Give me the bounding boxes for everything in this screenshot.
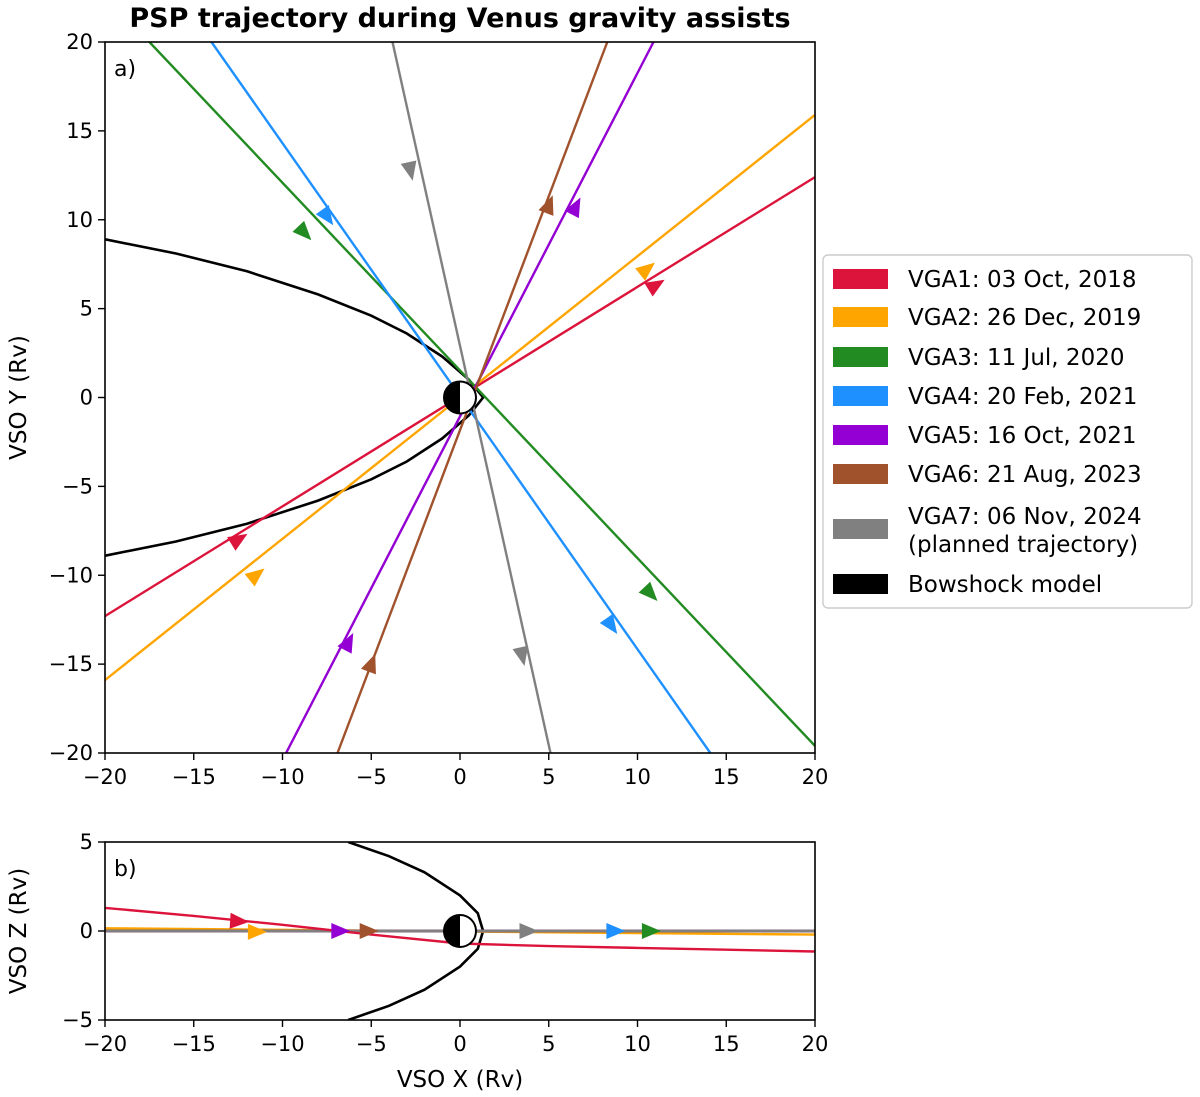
vga1-direction-arrow-icon [227,533,248,551]
legend-item: VGA1: 03 Oct, 2018 [833,267,1136,293]
legend-label: VGA7: 06 Nov, 2024 [908,504,1142,530]
x-tick-label: −15 [172,1032,216,1056]
legend-swatch [833,574,888,594]
vga7-direction-arrow-icon [400,160,417,181]
legend-label: VGA2: 26 Dec, 2019 [908,305,1141,331]
legend-swatch [833,464,888,484]
vga3-trajectory-line [148,42,815,747]
x-tick-label: 20 [802,1032,829,1056]
legend-swatch [833,386,888,406]
x-tick-label: −5 [356,765,387,789]
x-tick-label: −20 [83,765,127,789]
vga5-direction-arrow-icon [564,197,581,219]
y-axis-label: VSO Y (Rv) [6,335,32,460]
y-tick-label: −5 [62,474,93,498]
legend-label: Bowshock model [908,572,1102,598]
legend-label-sub: (planned trajectory) [908,532,1138,558]
legend-item: VGA3: 11 Jul, 2020 [833,345,1124,371]
vga6-direction-arrow-icon [360,653,376,675]
vga3-direction-arrow-icon [638,581,658,601]
x-tick-label: −5 [356,1032,387,1056]
venus-half-shaded-circle-icon [443,380,477,415]
chart-title: PSP trajectory during Venus gravity assi… [129,3,790,34]
vga6-direction-arrow-icon [538,195,554,216]
legend-item: VGA6: 21 Aug, 2023 [833,462,1142,488]
vga7-direction-arrow-icon [512,645,529,666]
vga1-direction-arrow-icon [229,912,250,929]
x-tick-label: −20 [83,1032,127,1056]
legend-frame [822,254,1193,609]
x-tick-label: −10 [260,1032,304,1056]
y-tick-label: 10 [66,208,93,232]
x-tick-label: 5 [542,765,555,789]
y-tick-label: 0 [80,919,93,943]
x-tick-label: 5 [542,1032,555,1056]
x-tick-label: 0 [453,1032,466,1056]
panel-label: a) [114,57,136,82]
legend-swatch [833,347,888,367]
vga2-direction-arrow-icon [244,568,265,587]
x-tick-label: −15 [172,765,216,789]
y-tick-label: −20 [49,741,93,765]
x-tick-label: 10 [624,765,651,789]
legend-item: VGA7: 06 Nov, 2024(planned trajectory) [833,504,1142,558]
vga7-direction-arrow-icon [519,923,539,939]
legend-label: VGA3: 11 Jul, 2020 [908,345,1124,371]
panel-a-plot: −20 −15 −10 −5 0 5 10 15 20 −20 −15 −10 −5 0 5 10 15 20 a)… [6,30,828,789]
x-tick-label: 10 [624,1032,651,1056]
x-tick-label: 20 [802,765,829,789]
vga4-direction-arrow-icon [599,613,618,634]
vga4-direction-arrow-icon [315,205,334,226]
vga5-direction-arrow-icon [337,633,354,654]
legend-label: VGA1: 03 Oct, 2018 [908,267,1136,293]
plot-area [105,842,815,1020]
vga4-direction-arrow-icon [606,923,626,939]
x-tick-label: 15 [713,1032,740,1056]
legend-item: VGA4: 20 Feb, 2021 [833,384,1137,410]
vga3-direction-arrow-icon [641,923,661,939]
x-tick-label: 0 [453,765,466,789]
vga5-direction-arrow-icon [331,923,351,939]
y-axis-label: VSO Z (Rv) [6,868,32,994]
legend-item: VGA5: 16 Oct, 2021 [833,423,1136,449]
legend-item: VGA2: 26 Dec, 2019 [833,305,1141,331]
legend-swatch [833,519,888,539]
vga2-direction-arrow-icon [247,923,267,940]
vga1-direction-arrow-icon [644,279,665,297]
y-tick-label: 5 [80,297,93,321]
venus-half-shaded-circle-icon [443,914,477,948]
panel-b-plot: −20 −15 −10 −5 0 5 10 15 20 −5 0 5 b) VSO Z (Rv) VSO X… [6,830,828,1093]
y-tick-label: 20 [66,30,93,54]
vga3-direction-arrow-icon [292,220,312,241]
vga6-direction-arrow-icon [359,923,379,939]
legend-swatch [833,425,888,445]
y-tick-label: 15 [66,119,93,143]
panel-label: b) [114,857,137,882]
legend-label: VGA4: 20 Feb, 2021 [908,384,1137,410]
legend-label: VGA6: 21 Aug, 2023 [908,462,1142,488]
x-axis-label: VSO X (Rv) [397,1067,523,1093]
bowshock-line [105,238,485,557]
y-tick-label: 0 [80,386,93,410]
y-tick-label: −15 [49,652,93,676]
vga2-direction-arrow-icon [635,262,656,281]
legend-label: VGA5: 16 Oct, 2021 [908,423,1136,449]
legend-swatch [833,307,888,327]
y-tick-label: −5 [62,1008,93,1032]
y-tick-label: 5 [80,830,93,854]
x-tick-label: 15 [713,765,740,789]
y-tick-label: −10 [49,563,93,587]
legend-item: Bowshock model [833,572,1102,598]
legend-swatch [833,269,888,289]
x-tick-label: −10 [260,765,304,789]
plot-area [105,42,815,753]
legend: VGA1: 03 Oct, 2018 VGA2: 26 Dec, 2019 VGA3… [822,254,1193,609]
